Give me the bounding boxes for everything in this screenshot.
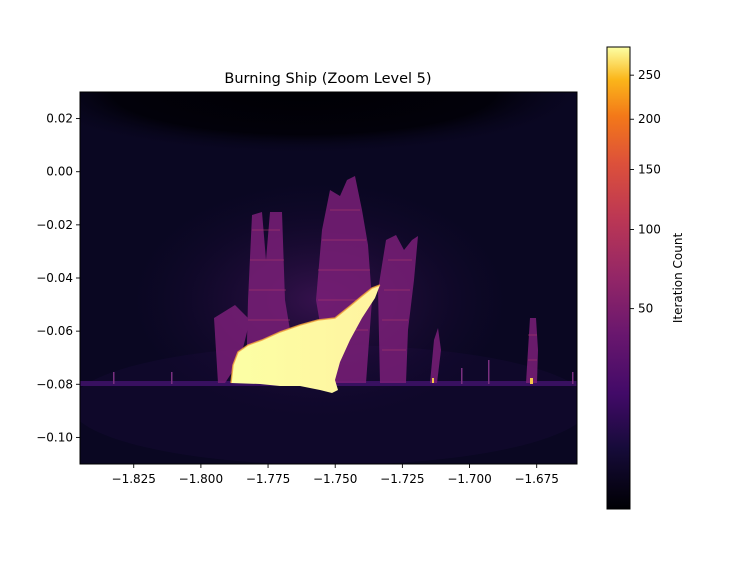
y-tick-label: −0.08 bbox=[36, 377, 73, 391]
colorbar-label: Iteration Count bbox=[671, 233, 685, 324]
colorbar-tick-label: 250 bbox=[638, 68, 661, 82]
y-tick-label: −0.06 bbox=[36, 324, 73, 338]
heatmap-mast-texture bbox=[248, 209, 537, 361]
y-tick-label: −0.02 bbox=[36, 218, 73, 232]
y-tick-label: 0.02 bbox=[46, 112, 73, 126]
colorbar-tick-label: 50 bbox=[638, 302, 653, 316]
x-tick-label: −1.825 bbox=[112, 472, 156, 486]
x-tick-label: −1.675 bbox=[514, 472, 558, 486]
x-axis: −1.825 −1.800 −1.775 −1.750 −1.725 −1.700 −1.6… bbox=[112, 464, 559, 486]
colorbar-tick-label: 200 bbox=[638, 112, 661, 126]
y-tick-label: −0.04 bbox=[36, 271, 73, 285]
chart-title: Burning Ship (Zoom Level 5) bbox=[224, 71, 431, 87]
heatmap-ship-edge bbox=[230, 284, 381, 384]
x-tick-label: −1.725 bbox=[380, 472, 424, 486]
colorbar bbox=[606, 46, 631, 510]
y-tick-label: 0.00 bbox=[46, 165, 73, 179]
x-tick-label: −1.750 bbox=[313, 472, 357, 486]
x-tick-label: −1.700 bbox=[447, 472, 491, 486]
heatmap bbox=[80, 92, 577, 464]
x-tick-label: −1.800 bbox=[179, 472, 223, 486]
y-tick-label: −0.10 bbox=[36, 430, 73, 444]
y-axis: 0.02 0.00 −0.02 −0.04 −0.06 −0.08 −0.10 bbox=[36, 112, 80, 444]
x-tick-label: −1.775 bbox=[246, 472, 290, 486]
colorbar-tick-label: 150 bbox=[638, 162, 661, 176]
heatmap-sparks bbox=[113, 360, 574, 384]
colorbar-ticks: 50 100 150 200 250 bbox=[630, 68, 661, 316]
colorbar-tick-label: 100 bbox=[638, 223, 661, 237]
